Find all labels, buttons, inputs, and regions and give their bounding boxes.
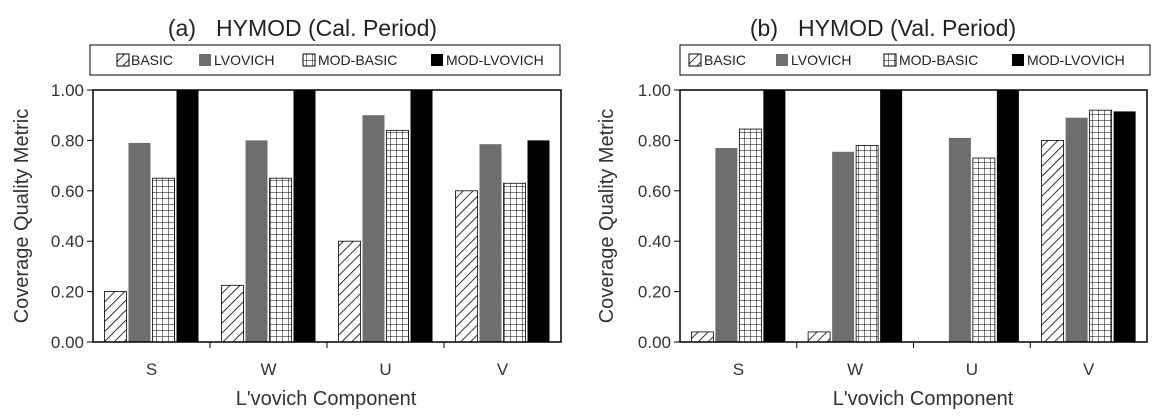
x-tick-label: U bbox=[966, 360, 978, 379]
legend-label-mod-lvovich: MOD-LVOVICH bbox=[1027, 52, 1125, 68]
panel-a: (a) HYMOD (Cal. Period) BASIC LVOVICH MO… bbox=[11, 15, 562, 410]
legend-swatch-basic bbox=[688, 53, 702, 67]
x-tick-label: U bbox=[379, 360, 391, 379]
panel-b-title: HYMOD (Val. Period) bbox=[798, 15, 1016, 41]
y-tick-label: 0.60 bbox=[51, 182, 84, 201]
x-tick-label: W bbox=[847, 360, 863, 379]
y-tick-label: 0.20 bbox=[51, 283, 84, 302]
x-tick-label: V bbox=[1083, 360, 1095, 379]
y-tick-label: 1.00 bbox=[638, 81, 671, 100]
legend-label-basic: BASIC bbox=[704, 52, 746, 68]
bar-mod-lvovich-w bbox=[880, 90, 903, 342]
y-tick-label: 1.00 bbox=[51, 81, 84, 100]
x-tick-label: S bbox=[146, 360, 157, 379]
bar-lvovich-s bbox=[715, 147, 738, 342]
bar-mod-basic-v bbox=[1089, 109, 1113, 343]
panel-a-ylabel: Coverage Quality Metric bbox=[11, 109, 33, 324]
bar-mod-lvovich-v bbox=[527, 140, 550, 342]
panel-b-tag: (b) bbox=[750, 15, 778, 41]
bar-basic-s bbox=[104, 291, 127, 343]
bar-basic-s bbox=[690, 331, 714, 343]
bar-basic-v bbox=[1041, 139, 1065, 343]
panel-a-xlabel: L'vovich Component bbox=[236, 388, 417, 410]
bar-basic-w bbox=[807, 331, 831, 343]
legend-label-lvovich: LVOVICH bbox=[214, 52, 274, 68]
bar-mod-lvovich-s bbox=[763, 90, 786, 342]
legend-label-basic: BASIC bbox=[131, 52, 173, 68]
bar-mod-basic-w bbox=[269, 177, 292, 343]
legend-swatch-mod-basic bbox=[883, 53, 897, 67]
bar-mod-basic-u bbox=[972, 157, 996, 343]
panel-b-xlabel: L'vovich Component bbox=[833, 388, 1014, 410]
plot-frame bbox=[679, 89, 1148, 343]
legend-swatch-mod-lvovich bbox=[1012, 54, 1024, 66]
legend-swatch-mod-basic bbox=[302, 53, 316, 67]
legend-swatch-lvovich bbox=[199, 54, 211, 66]
y-tick-label: 0.40 bbox=[51, 232, 84, 251]
panel-a-plot: 0.00 0.20 0.40 0.60 0.80 1.00 S W U V bbox=[51, 81, 562, 379]
bar-basic-w bbox=[221, 284, 244, 343]
bar-lvovich-w bbox=[832, 151, 855, 342]
panel-a-title: HYMOD (Cal. Period) bbox=[216, 15, 437, 41]
y-tick-label: 0.80 bbox=[51, 131, 84, 150]
bar-mod-lvovich-s bbox=[176, 90, 199, 342]
panel-b-ylabel: Coverage Quality Metric bbox=[596, 109, 618, 324]
y-tick-label: 0.00 bbox=[638, 333, 671, 352]
panel-a-legend: BASIC LVOVICH MOD-BASIC MOD-LVOVICH bbox=[89, 44, 561, 76]
bar-mod-lvovich-v bbox=[1113, 111, 1136, 342]
bar-mod-basic-s bbox=[738, 128, 762, 343]
bar-lvovich-s bbox=[128, 142, 151, 342]
x-tick-label: S bbox=[733, 360, 744, 379]
legend-label-lvovich: LVOVICH bbox=[791, 52, 851, 68]
y-tick-label: 0.00 bbox=[51, 333, 84, 352]
bar-lvovich-u bbox=[362, 115, 385, 342]
panel-b-legend: BASIC LVOVICH MOD-BASIC MOD-LVOVICH bbox=[679, 44, 1151, 76]
panel-b: (b) HYMOD (Val. Period) BASIC LVOVICH MO… bbox=[596, 15, 1151, 410]
y-tick-label: 0.40 bbox=[638, 232, 671, 251]
bar-basic-v bbox=[455, 190, 478, 343]
legend-label-mod-basic: MOD-BASIC bbox=[899, 52, 978, 68]
y-tick-label: 0.80 bbox=[638, 131, 671, 150]
legend-frame bbox=[679, 44, 1151, 76]
x-tick-label: W bbox=[260, 360, 276, 379]
y-tick-label: 0.60 bbox=[638, 182, 671, 201]
legend-label-mod-lvovich: MOD-LVOVICH bbox=[446, 52, 544, 68]
bar-mod-basic-w bbox=[855, 145, 879, 343]
bar-mod-basic-u bbox=[386, 129, 409, 343]
bar-mod-basic-v bbox=[503, 182, 526, 343]
plot-frame bbox=[92, 89, 562, 343]
legend-swatch-lvovich bbox=[776, 54, 788, 66]
x-tick-label: V bbox=[497, 360, 509, 379]
legend-swatch-mod-lvovich bbox=[431, 54, 443, 66]
bar-mod-lvovich-w bbox=[293, 90, 316, 342]
legend-label-mod-basic: MOD-BASIC bbox=[318, 52, 397, 68]
bar-mod-basic-s bbox=[152, 177, 175, 343]
bar-lvovich-v bbox=[479, 144, 502, 342]
bar-mod-lvovich-u bbox=[410, 90, 433, 342]
bar-mod-lvovich-u bbox=[996, 90, 1019, 342]
legend-frame bbox=[89, 44, 561, 76]
panel-b-plot: 0.00 0.20 0.40 0.60 0.80 1.00 S W U V bbox=[638, 81, 1148, 379]
bar-lvovich-w bbox=[245, 140, 268, 342]
y-tick-label: 0.20 bbox=[638, 283, 671, 302]
bar-basic-u bbox=[338, 240, 361, 343]
legend-swatch-basic bbox=[116, 53, 130, 67]
panel-a-tag: (a) bbox=[168, 15, 196, 41]
bar-lvovich-v bbox=[1065, 117, 1088, 342]
bar-lvovich-u bbox=[948, 137, 971, 342]
